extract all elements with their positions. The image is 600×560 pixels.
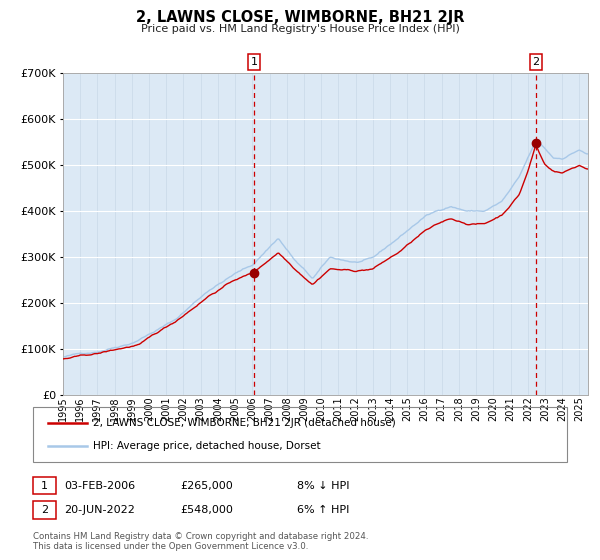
- Text: Price paid vs. HM Land Registry's House Price Index (HPI): Price paid vs. HM Land Registry's House …: [140, 24, 460, 34]
- Text: 20-JUN-2022: 20-JUN-2022: [64, 505, 135, 515]
- Text: Contains HM Land Registry data © Crown copyright and database right 2024.
This d: Contains HM Land Registry data © Crown c…: [33, 532, 368, 552]
- Text: 03-FEB-2006: 03-FEB-2006: [64, 480, 136, 491]
- Text: £265,000: £265,000: [180, 480, 233, 491]
- Text: 2, LAWNS CLOSE, WIMBORNE, BH21 2JR (detached house): 2, LAWNS CLOSE, WIMBORNE, BH21 2JR (deta…: [93, 418, 396, 428]
- Text: £548,000: £548,000: [180, 505, 233, 515]
- Text: 2: 2: [41, 505, 48, 515]
- Text: 6% ↑ HPI: 6% ↑ HPI: [297, 505, 349, 515]
- Text: HPI: Average price, detached house, Dorset: HPI: Average price, detached house, Dors…: [93, 441, 320, 451]
- Text: 2: 2: [532, 57, 539, 67]
- Text: 1: 1: [250, 57, 257, 67]
- Text: 8% ↓ HPI: 8% ↓ HPI: [297, 480, 349, 491]
- Text: 2, LAWNS CLOSE, WIMBORNE, BH21 2JR: 2, LAWNS CLOSE, WIMBORNE, BH21 2JR: [136, 10, 464, 25]
- Text: 1: 1: [41, 480, 48, 491]
